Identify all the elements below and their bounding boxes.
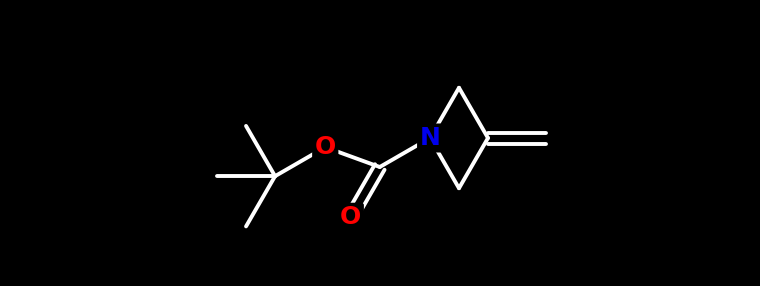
Text: O: O [340,205,362,229]
Text: O: O [315,135,336,159]
Text: N: N [420,126,441,150]
